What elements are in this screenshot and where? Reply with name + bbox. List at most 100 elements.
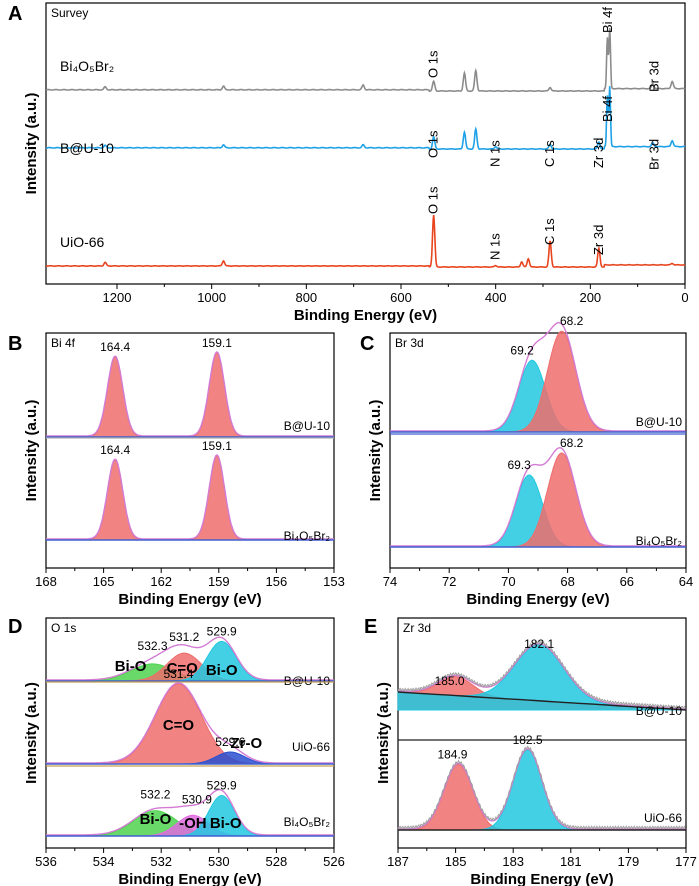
x-axis-title: Binding Energy (eV): [466, 591, 609, 608]
peak-value-label: 69.3: [507, 458, 531, 472]
panel-tag: Survey: [51, 6, 88, 20]
peak-annotation: O 1s: [426, 186, 441, 214]
trace-label: Bi₄O₅Br₂: [636, 534, 683, 548]
x-tick-label: 536: [35, 854, 57, 869]
band-label: Bi-O: [115, 658, 147, 675]
y-axis-title: Intensity (a.u.): [375, 682, 392, 784]
trace-label: B@U-10: [636, 415, 683, 429]
trace-label: Bi₄O₅Br₂: [284, 815, 331, 829]
band-label: Bi-O: [140, 811, 172, 828]
x-axis-title: Binding Energy (eV): [470, 871, 613, 886]
x-axis-title: Binding Energy (eV): [118, 591, 261, 608]
y-axis-title: Intensity (a.u.): [23, 93, 40, 195]
survey-trace: [46, 215, 686, 268]
panel-b: 168 165 162 159 156 153 Binding Energy (eV) Int…: [8, 332, 345, 608]
fit-envelope: [46, 636, 334, 681]
peak-annotation: Bi 4f: [600, 96, 615, 122]
panel-frame: [45, 2, 686, 285]
peak-annotation: O 1s: [426, 130, 441, 158]
x-tick-label: 183: [502, 854, 524, 869]
peak-value-label: 184.9: [437, 747, 467, 761]
baseline: [397, 691, 687, 711]
fit-envelope: [46, 789, 334, 836]
panel-d: 536 534 532 530 528 526 Binding Energy (eV) Int…: [8, 616, 345, 886]
fit-peak: [46, 455, 334, 541]
fit-envelope: [46, 351, 334, 437]
peak-value-label: 529.9: [207, 624, 237, 638]
peak-value-label: 185.0: [435, 674, 465, 688]
x-tick-label: 66: [620, 574, 634, 589]
trace-label: UiO-66: [292, 740, 330, 754]
x-tick-label: 64: [679, 574, 693, 589]
trace-label: Bi₄O₅Br₂: [284, 529, 331, 543]
peak-value-label: 68.2: [560, 314, 584, 328]
peak-annotation: N 1s: [488, 140, 503, 167]
panel-letter: E: [364, 616, 377, 638]
peak-value-label: 164.4: [100, 443, 130, 457]
x-tick-label: 187: [387, 854, 409, 869]
peak-value-label: 159.1: [202, 336, 232, 350]
trace-label: Bi₄O₅Br₂: [60, 58, 114, 74]
peak-annotation: Zr 3d: [591, 138, 606, 168]
x-tick-label: 72: [442, 574, 456, 589]
peak-value-label: 164.4: [100, 340, 130, 354]
x-tick-label: 528: [266, 854, 288, 869]
band-label: Zr-O: [230, 735, 262, 752]
x-tick-label: 181: [560, 854, 582, 869]
y-axis-title: Intensity (a.u.): [367, 400, 384, 502]
x-tick-label: 159: [208, 574, 230, 589]
survey-trace: [45, 86, 685, 150]
x-tick-label: 179: [618, 854, 640, 869]
band-label: -OH: [179, 815, 207, 832]
x-tick-label: 400: [485, 290, 507, 305]
x-tick-label: 177: [675, 854, 697, 869]
peak-annotation: Bi 4f: [600, 7, 615, 33]
band-label: C=O: [163, 717, 195, 734]
peak-annotation: Br 3d: [647, 139, 662, 170]
x-axis-title: Binding Energy (eV): [118, 871, 261, 886]
peak-annotation: Zr 3d: [591, 225, 606, 255]
x-tick-label: 530: [208, 854, 230, 869]
band-label: Bi-O: [210, 815, 242, 832]
fit-envelope: [390, 447, 686, 547]
raw-spectrum: [397, 745, 686, 830]
survey-trace: [45, 27, 686, 92]
x-tick-label: 532: [150, 854, 172, 869]
peak-value-label: 182.5: [513, 733, 543, 747]
panel-a: 1200 1000 800 600 400 200 0 Binding Energy (eV)…: [8, 2, 689, 324]
peak-value-label: 529.9: [207, 779, 237, 793]
x-tick-label: 156: [266, 574, 288, 589]
peak-value-label: 69.2: [510, 343, 534, 357]
peak-value-label: 532.3: [138, 639, 168, 653]
x-tick-label: 600: [390, 290, 412, 305]
trace-label: B@U-10: [60, 140, 114, 156]
peak-annotation: O 1s: [426, 50, 441, 78]
peak-value-label: 68.2: [560, 436, 584, 450]
x-tick-label: 68: [560, 574, 574, 589]
fit-envelope: [390, 322, 686, 432]
x-tick-label: 70: [501, 574, 515, 589]
peak-annotation: C 1s: [542, 140, 557, 167]
x-tick-label: 534: [93, 854, 115, 869]
fit-envelope: [46, 454, 334, 540]
band-label: Bi-O: [206, 662, 238, 679]
trace-label: UiO-66: [60, 234, 105, 250]
peak-value-label: 159.1: [202, 439, 232, 453]
x-tick-label: 185: [445, 854, 467, 869]
peak-value-label: 529.6: [215, 735, 245, 749]
trace-label: B@U-10: [284, 419, 331, 433]
panel-tag: Zr 3d: [403, 621, 431, 635]
trace-label: UiO-66: [644, 811, 682, 825]
peak-value-label: 530.9: [182, 792, 212, 806]
peak-value-label: 182.1: [524, 637, 554, 651]
fit-envelope: [397, 643, 686, 710]
x-tick-label: 526: [323, 854, 345, 869]
panel-letter: A: [8, 3, 22, 25]
x-tick-label: 200: [579, 290, 601, 305]
peak-annotation: Br 3d: [647, 61, 662, 92]
x-tick-label: 168: [35, 574, 57, 589]
panel-tag: Br 3d: [395, 336, 424, 350]
x-tick-label: 1000: [197, 290, 226, 305]
x-axis-title: Binding Energy (eV): [294, 307, 437, 324]
